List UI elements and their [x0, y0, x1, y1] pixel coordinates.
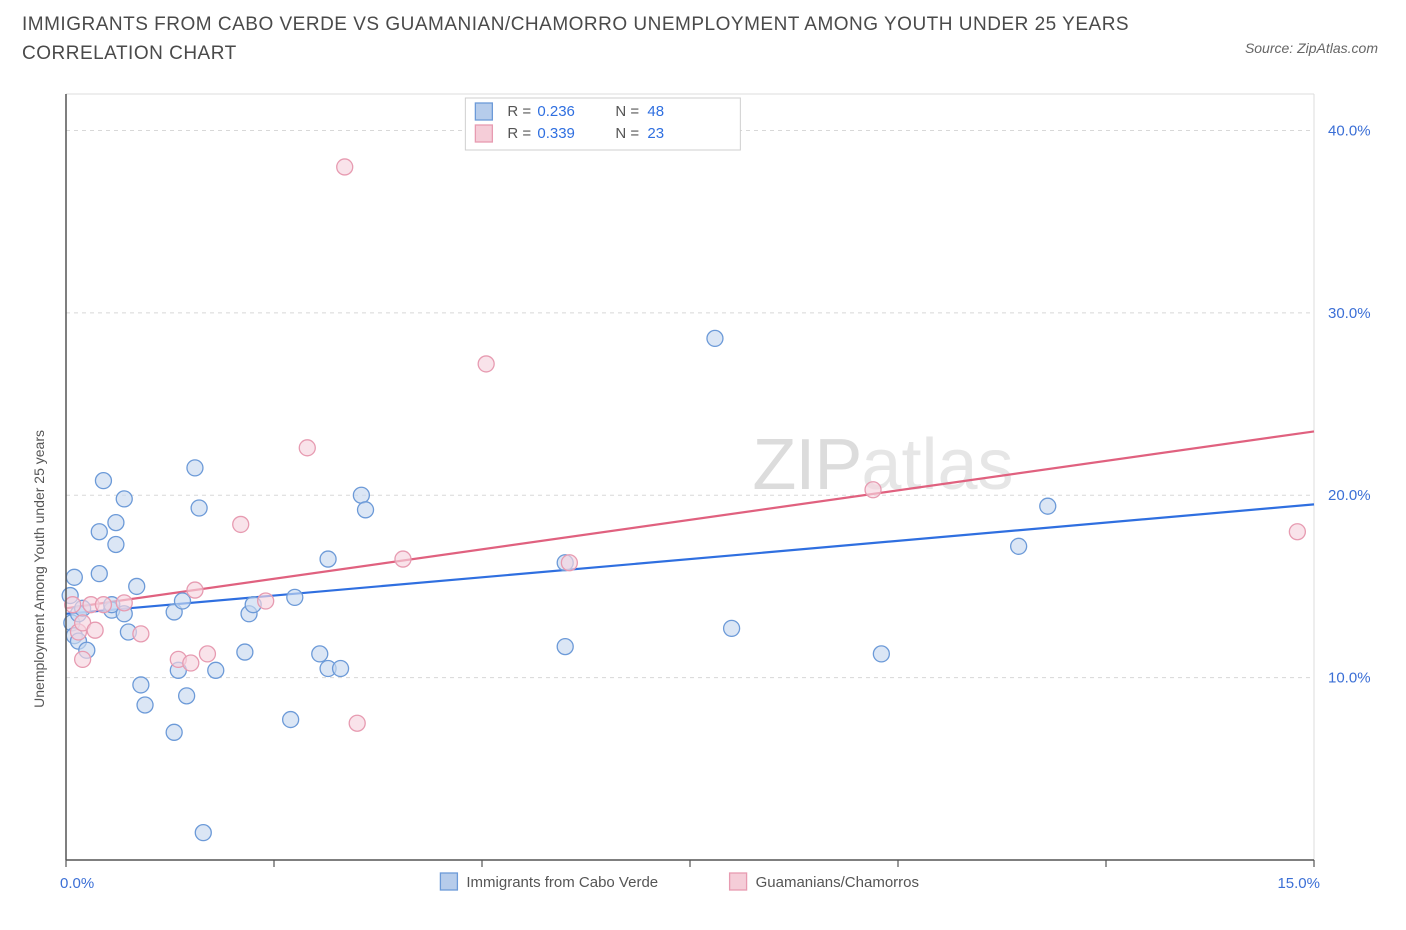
guamanian-point: [233, 516, 249, 532]
series-swatch: [730, 873, 747, 890]
svg-text:R =: R =: [507, 103, 531, 120]
svg-text:N =: N =: [615, 103, 639, 120]
legend-swatch: [475, 125, 492, 142]
cabo_verde-point: [557, 639, 573, 655]
guamanian-point: [349, 715, 365, 731]
cabo_verde-point: [133, 677, 149, 693]
y-tick-label: 40.0%: [1328, 122, 1371, 139]
guamanian-point: [258, 593, 274, 609]
guamanian-point: [1289, 524, 1305, 540]
cabo_verde-point: [358, 502, 374, 518]
series-swatch: [440, 873, 457, 890]
series-label: Guamanians/Chamorros: [756, 874, 919, 891]
y-axis-label: Unemployment Among Youth under 25 years: [31, 430, 47, 708]
cabo_verde-point: [174, 593, 190, 609]
cabo_verde-point: [137, 697, 153, 713]
y-tick-label: 10.0%: [1328, 670, 1371, 687]
cabo_verde-point: [312, 646, 328, 662]
guamanian-point: [395, 551, 411, 567]
cabo_verde-point: [1040, 498, 1056, 514]
cabo_verde-point: [187, 460, 203, 476]
scatter-chart: ZIPatlas10.0%20.0%30.0%40.0%0.0%15.0%Une…: [22, 88, 1384, 900]
cabo_verde-point: [873, 646, 889, 662]
cabo_verde-point: [91, 566, 107, 582]
cabo_verde-point: [108, 515, 124, 531]
y-tick-label: 20.0%: [1328, 487, 1371, 504]
cabo_verde-point: [208, 662, 224, 678]
guamanian-point: [183, 655, 199, 671]
guamanian-point: [299, 440, 315, 456]
guamanian-point: [561, 555, 577, 571]
cabo_verde-point: [179, 688, 195, 704]
guamanian-point: [337, 159, 353, 175]
guamanian-point: [199, 646, 215, 662]
guamanian-point: [65, 597, 81, 613]
cabo_verde-point: [95, 473, 111, 489]
svg-text:0.236: 0.236: [537, 103, 575, 120]
legend-swatch: [475, 103, 492, 120]
cabo_verde-point: [1011, 538, 1027, 554]
guamanian-point: [865, 482, 881, 498]
guamanian-point: [133, 626, 149, 642]
cabo_verde-point: [320, 551, 336, 567]
y-tick-label: 30.0%: [1328, 305, 1371, 322]
chart-area: ZIPatlas10.0%20.0%30.0%40.0%0.0%15.0%Une…: [22, 88, 1384, 900]
cabo_verde-point: [116, 491, 132, 507]
cabo_verde-point: [166, 724, 182, 740]
cabo_verde-point: [195, 825, 211, 841]
guamanian-point: [116, 595, 132, 611]
chart-title: IMMIGRANTS FROM CABO VERDE VS GUAMANIAN/…: [22, 10, 1142, 69]
cabo_verde-point: [108, 536, 124, 552]
guamanian-point: [478, 356, 494, 372]
guamanian-point: [87, 622, 103, 638]
guamanian-point: [75, 651, 91, 667]
cabo_verde-point: [283, 712, 299, 728]
svg-text:48: 48: [647, 103, 664, 120]
svg-text:0.339: 0.339: [537, 125, 575, 142]
cabo_verde-point: [66, 569, 82, 585]
source-label: Source: ZipAtlas.com: [1245, 40, 1378, 56]
cabo_verde-point: [91, 524, 107, 540]
cabo_verde-point: [287, 589, 303, 605]
svg-text:N =: N =: [615, 125, 639, 142]
cabo_verde-point: [333, 661, 349, 677]
cabo_verde-point: [129, 578, 145, 594]
svg-text:23: 23: [647, 125, 664, 142]
cabo_verde-point: [353, 487, 369, 503]
x-tick-label: 0.0%: [60, 875, 94, 892]
guamanian-point: [187, 582, 203, 598]
cabo_verde-point: [191, 500, 207, 516]
x-tick-label: 15.0%: [1277, 875, 1320, 892]
svg-text:R =: R =: [507, 125, 531, 142]
cabo_verde-point: [237, 644, 253, 660]
cabo_verde-point: [707, 330, 723, 346]
guamanian-point: [95, 597, 111, 613]
series-label: Immigrants from Cabo Verde: [466, 874, 658, 891]
cabo_verde-point: [724, 620, 740, 636]
